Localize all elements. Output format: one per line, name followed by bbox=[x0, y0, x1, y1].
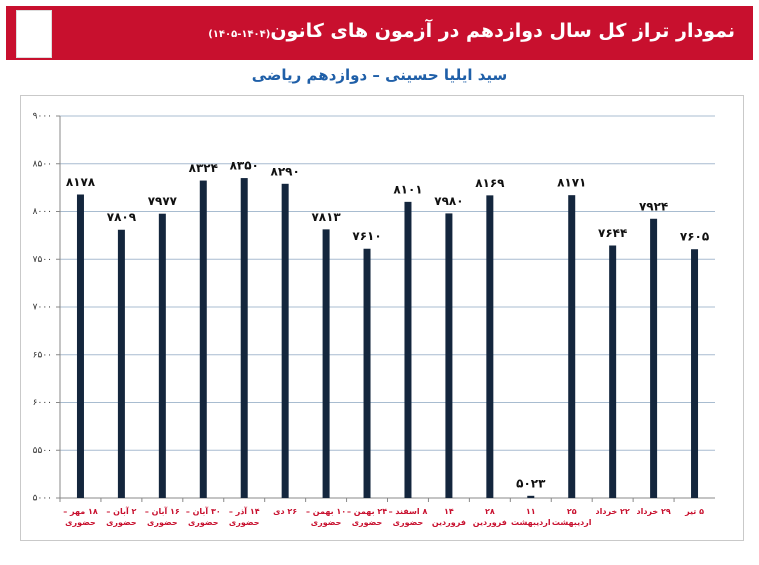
title-suffix: (۱۴۰۴-۱۴۰۵) bbox=[208, 29, 271, 40]
x-tick-label: ۱۸ مهر – حضوری bbox=[63, 507, 98, 527]
value-label: ۷۶۰۵ bbox=[680, 230, 709, 244]
x-tick-label: ۲۹ خرداد bbox=[636, 507, 671, 516]
bar bbox=[76, 194, 84, 498]
x-tick-label: ۱۱ اردیبهشت bbox=[510, 507, 551, 527]
bar bbox=[240, 178, 248, 498]
value-label: ۷۹۸۰ bbox=[434, 194, 463, 208]
x-tick-label: ۲ آبان – حضوری bbox=[106, 507, 137, 527]
y-tick-label: ۸۰۰۰ bbox=[33, 207, 52, 217]
value-label: ۸۱۷۸ bbox=[66, 175, 96, 189]
value-label: ۷۶۴۴ bbox=[598, 226, 627, 240]
value-label: ۵۰۲۳ bbox=[516, 476, 546, 490]
y-tick-label: ۸۵۰۰ bbox=[33, 159, 52, 169]
x-tick-label: ۵ تیر bbox=[685, 507, 704, 516]
bar bbox=[527, 495, 535, 498]
title-text: نمودار تراز کل سال دوازدهم در آزمون های … bbox=[270, 20, 735, 42]
y-tick-label: ۷۰۰۰ bbox=[33, 303, 52, 313]
value-label: ۷۹۷۷ bbox=[148, 194, 178, 208]
x-tick-label: ۲۶ دی bbox=[273, 507, 298, 516]
x-tick-label: ۲۸ فروردین bbox=[472, 507, 507, 527]
bar bbox=[486, 195, 494, 498]
value-label: ۸۲۹۰ bbox=[271, 164, 300, 178]
bar bbox=[199, 180, 207, 499]
header-bar: نمودار تراز کل سال دوازدهم در آزمون های … bbox=[6, 6, 753, 60]
value-label: ۷۸۱۳ bbox=[311, 210, 341, 224]
y-tick-label: ۷۵۰۰ bbox=[33, 255, 52, 265]
y-tick-label: ۵۰۰۰ bbox=[33, 494, 52, 504]
x-tick-label: ۲۲ خرداد bbox=[595, 507, 630, 516]
value-label: ۷۶۱۰ bbox=[352, 229, 381, 243]
value-label: ۸۳۲۴ bbox=[189, 161, 218, 175]
x-tick-label: ۲۴ بهمن – حضوری bbox=[346, 507, 388, 527]
y-tick-label: ۶۵۰۰ bbox=[33, 350, 52, 360]
bar bbox=[691, 249, 699, 498]
value-label: ۸۱۷۱ bbox=[557, 176, 586, 190]
bar bbox=[117, 229, 125, 499]
bar bbox=[322, 229, 330, 498]
bar bbox=[609, 245, 617, 498]
value-label: ۸۳۵۰ bbox=[230, 159, 259, 173]
x-tick-label: ۱۰ بهمن – حضوری bbox=[306, 507, 347, 527]
chart-frame bbox=[20, 95, 744, 541]
y-tick-label: ۵۵۰۰ bbox=[33, 446, 52, 456]
bar bbox=[363, 248, 371, 498]
bar bbox=[158, 213, 166, 498]
bar bbox=[568, 195, 576, 498]
bar bbox=[650, 218, 658, 498]
x-tick-label: ۱۴ آذر – حضوری bbox=[228, 507, 260, 527]
value-label: ۷۹۲۴ bbox=[639, 199, 668, 213]
x-tick-label: ۲۵ اردیبهشت bbox=[551, 507, 592, 527]
logo bbox=[16, 10, 52, 58]
x-tick-label: ۱۶ آبان – حضوری bbox=[144, 507, 180, 527]
value-label: ۸۱۰۱ bbox=[393, 182, 422, 196]
chart-subtitle: سید ایلیا حسینی – دوازدهم ریاضی bbox=[251, 66, 508, 84]
y-tick-label: ۶۰۰۰ bbox=[33, 398, 52, 408]
bar bbox=[281, 183, 289, 498]
x-tick-label: ۳۰ آبان – حضوری bbox=[185, 507, 221, 527]
chart-title: نمودار تراز کل سال دوازدهم در آزمون های … bbox=[208, 20, 735, 42]
x-tick-label: ۸ اسفند – حضوری bbox=[388, 507, 428, 527]
y-tick-label: ۹۰۰۰ bbox=[33, 112, 52, 122]
value-label: ۷۸۰۹ bbox=[107, 210, 137, 224]
x-tick-label: ۱۴ فروردین bbox=[431, 507, 466, 527]
bar bbox=[404, 201, 412, 499]
bar bbox=[445, 213, 453, 498]
value-label: ۸۱۶۹ bbox=[475, 176, 505, 190]
